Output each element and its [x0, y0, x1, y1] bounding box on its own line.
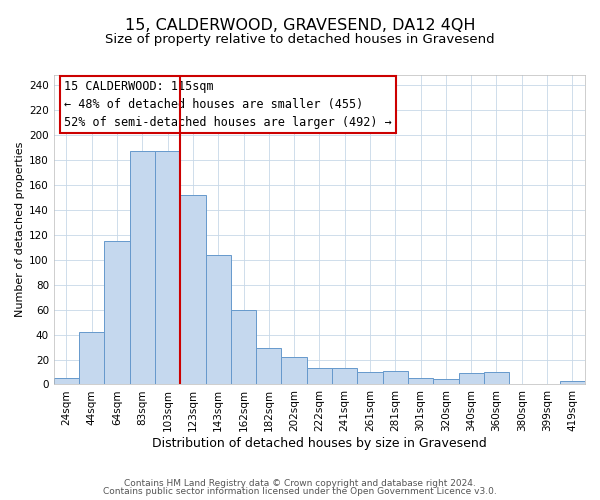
X-axis label: Distribution of detached houses by size in Gravesend: Distribution of detached houses by size … [152, 437, 487, 450]
Y-axis label: Number of detached properties: Number of detached properties [15, 142, 25, 318]
Bar [256, 348, 281, 384]
Text: 15 CALDERWOOD: 115sqm
← 48% of detached houses are smaller (455)
52% of semi-det: 15 CALDERWOOD: 115sqm ← 48% of detached … [64, 80, 392, 128]
Bar [104, 241, 130, 384]
Bar [79, 332, 104, 384]
Bar [484, 372, 509, 384]
Bar [180, 195, 206, 384]
Bar [206, 254, 231, 384]
Text: 15, CALDERWOOD, GRAVESEND, DA12 4QH: 15, CALDERWOOD, GRAVESEND, DA12 4QH [125, 18, 475, 32]
Bar [408, 378, 433, 384]
Bar [54, 378, 79, 384]
Bar [433, 380, 458, 384]
Bar [231, 310, 256, 384]
Bar [332, 368, 358, 384]
Bar [560, 380, 585, 384]
Bar [130, 151, 155, 384]
Bar [155, 151, 180, 384]
Bar [358, 372, 383, 384]
Bar [281, 357, 307, 384]
Bar [458, 373, 484, 384]
Text: Size of property relative to detached houses in Gravesend: Size of property relative to detached ho… [105, 32, 495, 46]
Text: Contains HM Land Registry data © Crown copyright and database right 2024.: Contains HM Land Registry data © Crown c… [124, 478, 476, 488]
Text: Contains public sector information licensed under the Open Government Licence v3: Contains public sector information licen… [103, 487, 497, 496]
Bar [383, 370, 408, 384]
Bar [307, 368, 332, 384]
